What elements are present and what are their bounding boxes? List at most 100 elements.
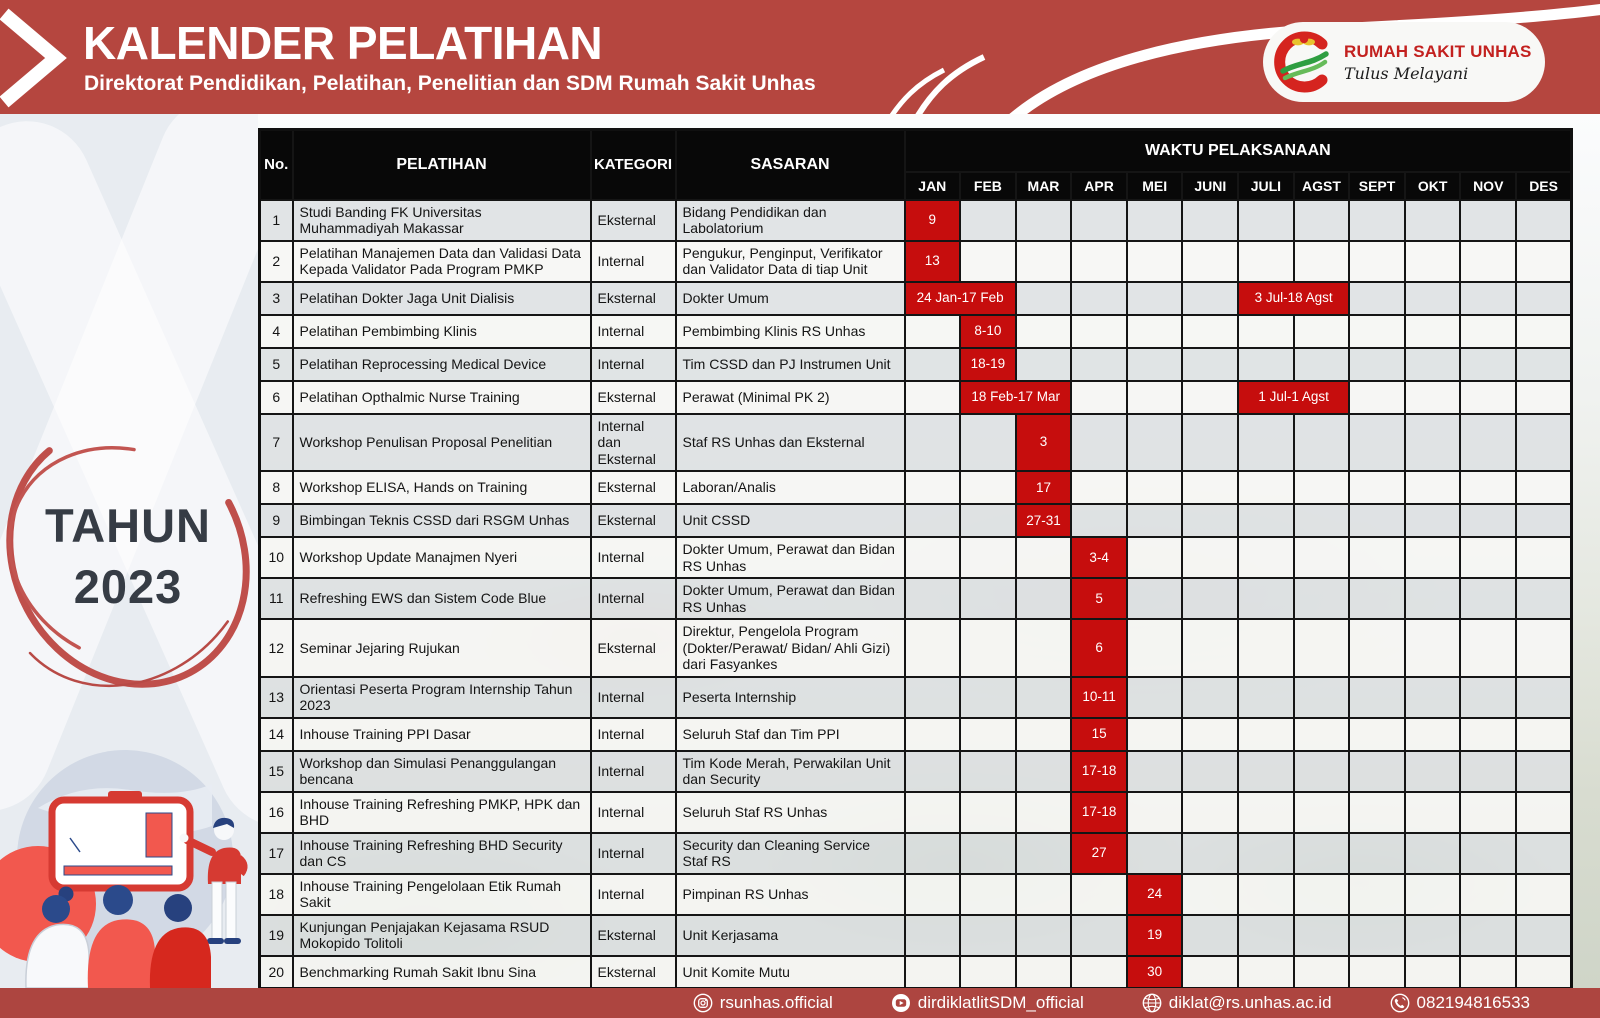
training-name: Pelatihan Dokter Jaga Unit Dialisis	[291, 280, 592, 316]
empty-month-cell	[1292, 831, 1351, 875]
empty-month-cell	[1348, 618, 1406, 678]
hospital-tagline: Tulus Melayani	[1344, 63, 1469, 83]
category: Eksternal	[589, 954, 677, 990]
month-header-agst: AGST	[1292, 170, 1351, 201]
empty-month-cell	[1125, 412, 1184, 473]
empty-month-cell	[1292, 675, 1351, 719]
category: Internal	[589, 831, 677, 875]
schedule-cell: 27	[1070, 831, 1128, 875]
training-calendar-table: No. PELATIHAN KATEGORI SASARAN WAKTU PEL…	[258, 128, 1574, 991]
empty-month-cell	[1459, 280, 1518, 316]
empty-month-cell	[1014, 577, 1073, 621]
table-row: 7 Workshop Penulisan Proposal Penelitian I…	[258, 412, 1573, 473]
empty-month-cell	[1237, 313, 1295, 349]
category: Internal	[589, 313, 677, 349]
empty-month-cell	[1014, 536, 1073, 580]
target-audience: Laboran/Analis	[674, 470, 906, 506]
row-number: 12	[258, 618, 294, 678]
year-label: TAHUN	[45, 499, 211, 552]
empty-month-cell	[1515, 954, 1573, 990]
empty-month-cell	[1237, 675, 1295, 719]
empty-month-cell	[1515, 470, 1573, 506]
empty-month-cell	[1403, 577, 1462, 621]
schedule-cell: 8-10	[959, 313, 1017, 349]
empty-month-cell	[1237, 470, 1295, 506]
target-audience: Dokter Umum	[674, 280, 906, 316]
footer-contact-phone: 082194816533	[1390, 993, 1530, 1013]
empty-month-cell	[1014, 831, 1073, 875]
empty-month-cell	[1125, 198, 1184, 242]
month-header-okt: OKT	[1403, 170, 1462, 201]
table-row: 13 Orientasi Peserta Program Internship T…	[258, 675, 1573, 719]
empty-month-cell	[1181, 831, 1240, 875]
empty-month-cell	[1292, 313, 1351, 349]
schedule-cell: 24 Jan-17 Feb	[903, 280, 1017, 316]
schedule-cell: 15	[1070, 716, 1128, 752]
empty-month-cell	[1181, 618, 1240, 678]
column-header-waktu: WAKTU PELAKSANAAN	[903, 128, 1573, 173]
category: Eksternal	[589, 913, 677, 957]
row-number: 4	[258, 313, 294, 349]
empty-month-cell	[1292, 470, 1351, 506]
empty-month-cell	[1348, 954, 1406, 990]
empty-month-cell	[903, 618, 962, 678]
empty-month-cell	[1070, 470, 1128, 506]
empty-month-cell	[1181, 470, 1240, 506]
empty-month-cell	[1515, 346, 1573, 382]
year-badge: TAHUN 2023	[2, 408, 254, 704]
empty-month-cell	[1070, 346, 1128, 382]
column-header-sasaran: SASARAN	[674, 128, 906, 201]
empty-month-cell	[1348, 198, 1406, 242]
empty-month-cell	[1014, 675, 1073, 719]
empty-month-cell	[1403, 675, 1462, 719]
category: Internal	[589, 749, 677, 793]
empty-month-cell	[1403, 503, 1462, 539]
table-row: 3 Pelatihan Dokter Jaga Unit Dialisis Ekst…	[258, 280, 1573, 316]
row-number: 5	[258, 346, 294, 382]
empty-month-cell	[1459, 379, 1518, 415]
empty-month-cell	[903, 675, 962, 719]
empty-month-cell	[1348, 280, 1406, 316]
left-side-panel: TAHUN 2023	[0, 114, 258, 988]
empty-month-cell	[1181, 412, 1240, 473]
empty-month-cell	[959, 675, 1017, 719]
phone-icon	[1390, 993, 1410, 1013]
month-header-nov: NOV	[1459, 170, 1518, 201]
instagram-icon	[693, 993, 713, 1013]
empty-month-cell	[1348, 831, 1406, 875]
empty-month-cell	[1515, 831, 1573, 875]
empty-month-cell	[1515, 790, 1573, 834]
category: Internal	[589, 675, 677, 719]
empty-month-cell	[1515, 239, 1573, 283]
empty-month-cell	[1348, 313, 1406, 349]
row-number: 3	[258, 280, 294, 316]
target-audience: Tim Kode Merah, Perwakilan Unit dan Secu…	[674, 749, 906, 793]
empty-month-cell	[959, 577, 1017, 621]
empty-month-cell	[1459, 198, 1518, 242]
empty-month-cell	[1348, 716, 1406, 752]
category: Internal	[589, 346, 677, 382]
month-header-mar: MAR	[1014, 170, 1073, 201]
empty-month-cell	[1515, 412, 1573, 473]
empty-month-cell	[1014, 913, 1073, 957]
row-number: 13	[258, 675, 294, 719]
empty-month-cell	[1014, 346, 1073, 382]
empty-month-cell	[1125, 346, 1184, 382]
table-row: 4 Pelatihan Pembimbing Klinis Internal Pemb…	[258, 313, 1573, 349]
schedule-cell: 10-11	[1070, 675, 1128, 719]
empty-month-cell	[1403, 749, 1462, 793]
empty-month-cell	[1014, 749, 1073, 793]
empty-month-cell	[903, 913, 962, 957]
empty-month-cell	[1070, 280, 1128, 316]
target-audience: Bidang Pendidikan dan Labolatorium	[674, 198, 906, 242]
training-name: Benchmarking Rumah Sakit Ibnu Sina	[291, 954, 592, 990]
empty-month-cell	[1403, 280, 1462, 316]
empty-month-cell	[959, 618, 1017, 678]
table-row: 11 Refreshing EWS dan Sistem Code Blue Int…	[258, 577, 1573, 621]
empty-month-cell	[1070, 313, 1128, 349]
hospital-logo-icon	[1274, 31, 1329, 93]
empty-month-cell	[959, 412, 1017, 473]
schedule-cell: 19	[1125, 913, 1184, 957]
empty-month-cell	[1070, 239, 1128, 283]
empty-month-cell	[1014, 954, 1073, 990]
